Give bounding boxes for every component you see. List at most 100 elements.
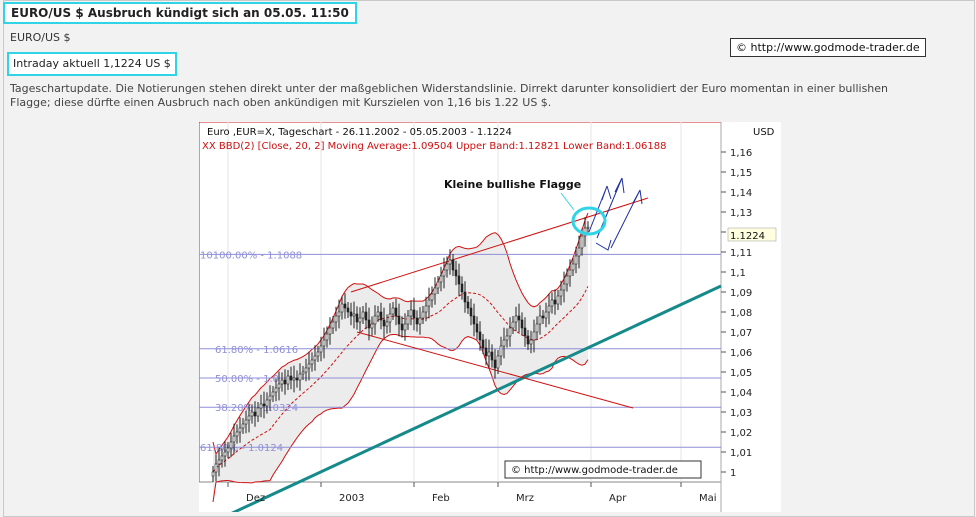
candle-body [337, 311, 341, 317]
candle-body [526, 335, 530, 345]
y-tick-label: 1,11 [730, 248, 752, 259]
candle-body [448, 259, 452, 265]
candle-body [529, 339, 533, 345]
eur-usd-chart: 10100.00% - 1.1088 61.80% - 1.0616 50.00% … [198, 121, 781, 517]
x-tick-label: Mai [699, 493, 717, 504]
candle-body [289, 375, 293, 381]
x-tick-label: Apr [609, 493, 627, 504]
candle-body [406, 315, 410, 325]
candle-body [376, 311, 380, 317]
x-tick-label: 2003 [339, 493, 364, 504]
axis-panel [721, 122, 781, 512]
candle-body [349, 311, 353, 317]
candle-body [496, 355, 500, 369]
candle-body [457, 275, 461, 285]
lower-band [212, 334, 589, 503]
candle-body [502, 339, 506, 347]
candle-body [586, 226, 590, 229]
candle-body [319, 345, 323, 353]
indicator-legend: XX BBD(2) [Close, 20, 2] Moving Average:… [202, 141, 667, 152]
candle-body [262, 403, 266, 407]
y-tick-label: 1,06 [730, 348, 752, 359]
candle-body [271, 391, 275, 397]
candle-body [340, 303, 344, 313]
candle-body [409, 309, 413, 317]
candle-body [421, 311, 425, 319]
fib-label: 61.80% - 1.0124 [200, 443, 283, 454]
candle-body [229, 441, 233, 449]
flag-arrow-base [595, 239, 612, 251]
candle-body [274, 387, 278, 393]
candle-body [439, 275, 443, 283]
candle-body [394, 307, 398, 317]
candle-body [307, 363, 311, 369]
candle-body [415, 317, 419, 325]
candle-body [499, 345, 503, 357]
flag-annotation: Kleine bullishe Flagge [444, 178, 581, 191]
candle-body [256, 407, 260, 417]
y-tick-label: 1,16 [730, 148, 752, 159]
candle-body [493, 359, 497, 369]
candle-body [391, 307, 395, 315]
y-tick-label: 1,07 [730, 328, 752, 339]
candle-body [574, 255, 578, 265]
candle-body [223, 451, 227, 457]
currency-label: USD [753, 127, 775, 138]
candle-body [322, 339, 326, 347]
candle-body [451, 259, 455, 271]
y-tick-label: 1,09 [730, 288, 752, 299]
y-tick-label: 1,02 [730, 428, 752, 439]
candle-body [265, 399, 269, 407]
candle-body [418, 317, 422, 325]
candle-body [325, 333, 329, 341]
candle-body [490, 351, 494, 361]
candle-body [346, 307, 350, 313]
fib-label: 38.20% - 1.0324 [215, 403, 298, 414]
support-trendline [220, 284, 722, 517]
candle-body [400, 323, 404, 331]
candle-body [316, 351, 320, 357]
last-value-badge [727, 227, 777, 242]
target-arrow-1 [588, 185, 612, 233]
band-fill [213, 213, 588, 503]
candle-body [238, 427, 242, 433]
candle-body [556, 295, 560, 305]
candle-body [472, 315, 476, 325]
candle-body [250, 411, 254, 417]
candle-body [364, 311, 368, 321]
price-candles [211, 192, 607, 482]
x-tick-label: Dez [246, 493, 265, 504]
candle-body [517, 315, 521, 321]
y-tick-label: 1,05 [730, 368, 752, 379]
candle-body [463, 291, 467, 303]
candle-body [373, 315, 377, 325]
y-tick-labels: 1,161,151,141,131,121,111,11,091,081,071… [730, 148, 752, 479]
candle-body [232, 435, 236, 443]
candle-body [241, 423, 245, 429]
candle-body [580, 235, 584, 249]
candle-body [550, 299, 554, 307]
candle-body [211, 471, 215, 477]
candle-body [454, 269, 458, 277]
copyright-link[interactable]: © http://www.godmode-trader.de [730, 38, 926, 57]
candle-body [334, 315, 338, 323]
candle-body [382, 319, 386, 327]
candle-body [544, 311, 548, 319]
target-arrow-3 [610, 189, 643, 249]
candle-body [214, 463, 218, 473]
candle-body [424, 305, 428, 313]
candle-body [280, 379, 284, 385]
candle-body [469, 307, 473, 317]
candle-body [484, 347, 488, 357]
candle-body [355, 313, 359, 323]
candle-body [511, 321, 515, 329]
candle-body [217, 459, 221, 465]
candle-body [304, 367, 308, 373]
x-tick-labels: Dez 2003 Feb Mrz Apr Mai [246, 493, 717, 504]
candle-body [403, 323, 407, 331]
candle-body [259, 403, 263, 409]
fib-label: 10100.00% - 1.1088 [200, 250, 302, 261]
candle-body [436, 281, 440, 289]
candle-body [547, 305, 551, 313]
candle-body [226, 447, 230, 453]
